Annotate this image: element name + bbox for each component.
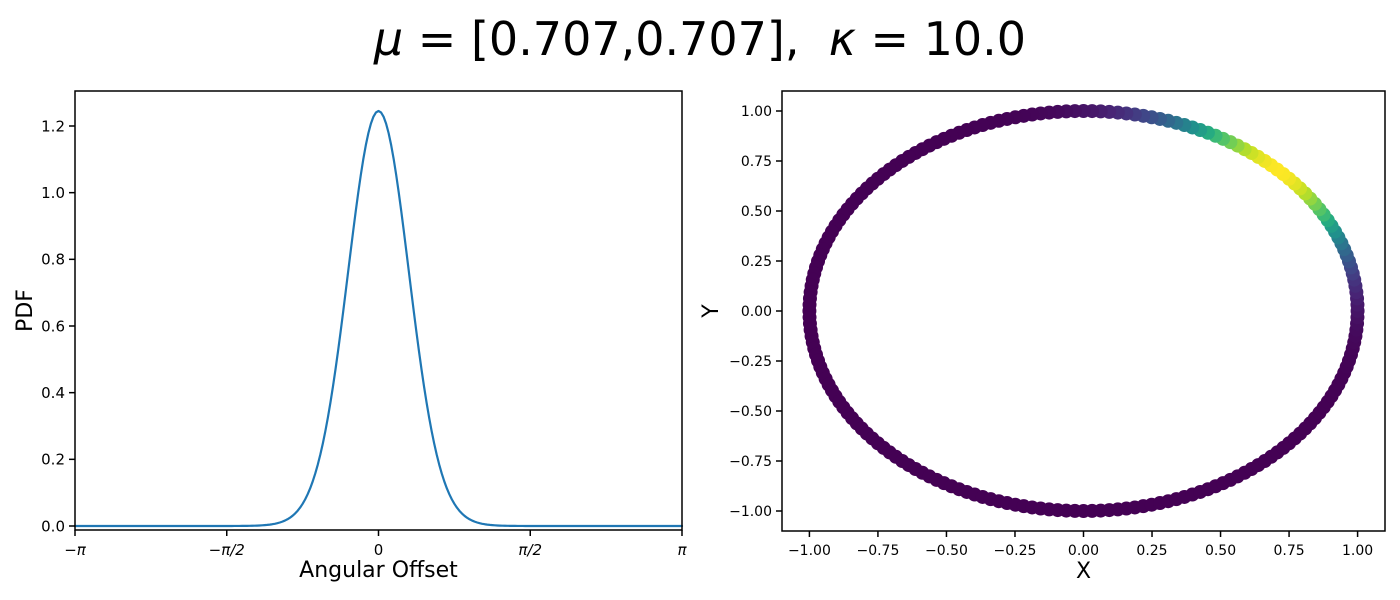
x-axis-label: X <box>1076 559 1091 584</box>
y-tick-label: −0.50 <box>729 404 772 420</box>
y-tick-label: 0.8 <box>41 251 65 269</box>
axes-box <box>781 90 1386 532</box>
figure-title: μ = [0.707,0.707], κ = 10.0 <box>0 0 1400 78</box>
x-tick-label: −π/2 <box>209 541 245 559</box>
x-tick-label: 0.25 <box>1136 543 1167 559</box>
x-tick-label: −π <box>64 541 87 559</box>
y-tick-label: 0.25 <box>741 254 772 270</box>
y-tick-label: 0.75 <box>741 154 772 170</box>
y-tick-label: 1.00 <box>741 104 772 120</box>
x-tick-label: 0.00 <box>1068 543 1099 559</box>
x-tick-label: 0.50 <box>1205 543 1236 559</box>
axes-box <box>74 90 683 531</box>
scatter-point <box>802 297 817 312</box>
mu-symbol: μ <box>373 12 404 66</box>
x-tick-label: π/2 <box>518 541 542 559</box>
y-tick-label: 0.0 <box>41 517 65 535</box>
pdf-curve <box>73 109 684 528</box>
y-tick-label: 0.2 <box>41 451 65 469</box>
y-tick-label: −0.25 <box>729 354 772 370</box>
x-tick-label: −0.25 <box>994 543 1037 559</box>
y-tick-label: −0.75 <box>729 454 772 470</box>
y-tick-label: 1.0 <box>41 184 65 202</box>
kappa-symbol: κ <box>828 12 856 66</box>
y-tick-label: 1.2 <box>41 117 65 135</box>
y-axis-label: PDF <box>13 289 38 332</box>
mu-value: = [0.707,0.707], <box>403 12 829 66</box>
y-tick-label: 0.4 <box>41 384 65 402</box>
x-tick-label: 0 <box>374 541 384 559</box>
x-tick-label: 0.75 <box>1273 543 1304 559</box>
x-tick-label: π <box>677 541 687 559</box>
y-tick-label: 0.6 <box>41 317 65 335</box>
x-axis-label: Angular Offset <box>299 558 458 583</box>
y-axis-label: Y <box>699 304 724 319</box>
x-tick-label: −0.50 <box>925 543 968 559</box>
kappa-value: = 10.0 <box>855 12 1027 66</box>
y-tick-label: −1.00 <box>729 504 772 520</box>
x-tick-label: −1.00 <box>788 543 831 559</box>
x-tick-label: −0.75 <box>856 543 899 559</box>
y-tick-label: 0.00 <box>741 304 772 320</box>
x-tick-label: 1.00 <box>1342 543 1373 559</box>
y-tick-label: 0.50 <box>741 204 772 220</box>
